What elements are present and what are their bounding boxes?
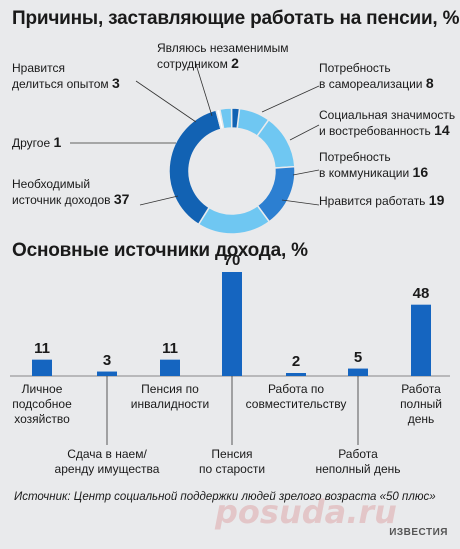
leader-line xyxy=(261,85,320,113)
bar-value-label: 11 xyxy=(34,339,50,357)
bar-category-label-line: Сдача в наем/ xyxy=(67,447,147,461)
bar-category-label-line: неполный день xyxy=(315,462,401,476)
bar xyxy=(222,272,242,376)
bar-category-label-line: аренду имущества xyxy=(54,462,160,476)
leader-line xyxy=(281,199,320,206)
donut-label-like-working: Нравится работать 19 xyxy=(319,192,445,209)
bar-category-label-line: Работа xyxy=(401,382,441,396)
bar-category-label-line: полный xyxy=(400,397,442,411)
bar-value-label: 3 xyxy=(102,351,112,369)
leader-line xyxy=(139,195,179,206)
izvestia-logo: ИЗВЕСТИЯ xyxy=(389,527,448,538)
bar-category-label-line: день xyxy=(407,412,435,426)
bar-value-label: 2 xyxy=(291,353,301,370)
bar xyxy=(348,368,368,376)
bar-category-label-line: хозяйство xyxy=(14,412,70,426)
donut-slice xyxy=(230,107,241,130)
bar-category-label: Работа по совместительству xyxy=(246,382,347,412)
bar-category-label-line: подсобное xyxy=(12,397,72,411)
bar-category-label-line: Работа xyxy=(338,447,378,461)
leader-line xyxy=(194,60,213,117)
bar-category-label: Пенсия по инвалидности xyxy=(131,382,209,412)
leader-line xyxy=(135,80,197,123)
bar-category-label-line: инвалидности xyxy=(130,397,210,411)
bar-category-label: Сдача в наем/аренду имущества xyxy=(55,447,160,477)
bar-category-label: Работа неполный день xyxy=(315,447,400,477)
bar-value-label: 70 xyxy=(223,252,241,269)
donut-label-income: Необходимый источник доходов 37 xyxy=(12,177,130,207)
bar-value-label: 11 xyxy=(162,339,178,357)
donut-label-irreplaceable: Являюсь незаменимым сотрудником 2 xyxy=(157,41,289,71)
bar xyxy=(286,373,306,376)
bar xyxy=(160,359,180,376)
bar-category-label: Пенсия по старости xyxy=(199,447,265,477)
donut-chart-title: Причины, заставляющие работать на пенсии… xyxy=(12,8,460,29)
leader-line xyxy=(292,169,320,176)
bar-category-label-line: Пенсия по xyxy=(141,382,199,396)
donut-label-share-experience: Нравится делиться опытом 3 xyxy=(12,61,120,91)
donut-label-other: Другое 1 xyxy=(12,134,62,151)
bar xyxy=(97,371,117,376)
bar-category-label-line: Личное xyxy=(21,382,63,396)
donut-label-self-realization: Потребность в самореализации 8 xyxy=(319,61,434,91)
leader-line xyxy=(289,124,320,141)
bar-category-label-line: Работа по xyxy=(267,382,325,396)
bar-category-label-line: совместительству xyxy=(245,397,347,411)
bar-category-label: Личное подсобное хозяйство xyxy=(12,382,72,427)
donut-label-social-significance: Социальная значимость и востребованность… xyxy=(319,108,456,138)
bar-category-label-line: по старости xyxy=(198,462,266,476)
bar xyxy=(32,359,52,376)
bar-value-label: 48 xyxy=(412,284,430,302)
bar xyxy=(411,304,431,376)
bar-value-label: 5 xyxy=(353,348,363,366)
bar-chart-title: Основные источники дохода, % xyxy=(12,240,308,261)
donut-label-communication: Потребность в коммуникации 16 xyxy=(319,150,429,180)
source-note: Источник: Центр социальной поддержки люд… xyxy=(14,491,436,503)
bar-category-label: Работа полный день xyxy=(400,382,442,427)
watermark: posuda.ru xyxy=(215,493,397,531)
bar-category-label-line: Пенсия xyxy=(211,447,253,461)
